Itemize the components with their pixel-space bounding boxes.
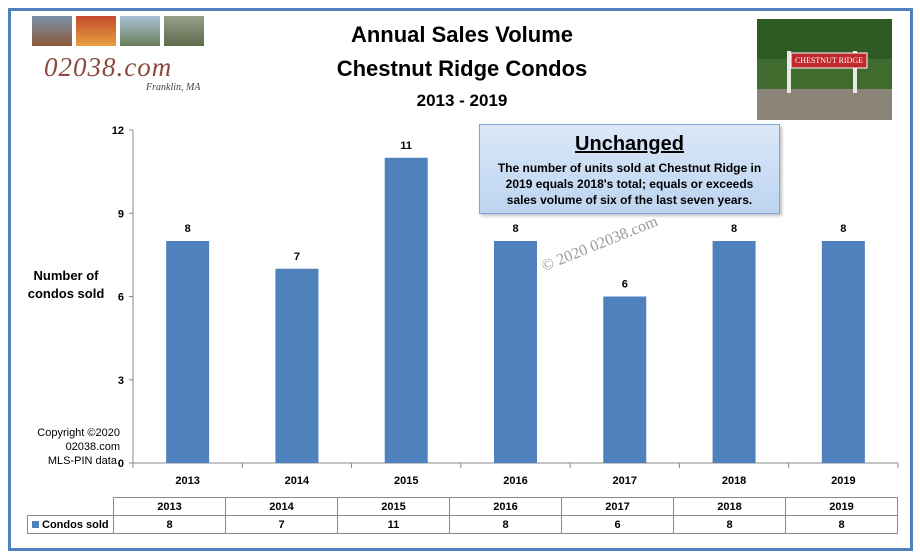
data-table-series-cell: Condos sold — [27, 515, 114, 534]
data-table-value-2017: 6 — [561, 515, 674, 534]
x-tick-label-2019: 2019 — [831, 475, 855, 487]
logo-photo-3 — [120, 16, 160, 46]
logo-photo-4 — [164, 16, 204, 46]
bar-2014 — [275, 268, 319, 463]
bar-2017 — [603, 296, 647, 463]
data-label-2016: 8 — [512, 223, 518, 235]
logo-photo-1 — [32, 16, 72, 46]
chart-subtitle: Chestnut Ridge Condos — [336, 56, 588, 81]
data-table-header-2019: 2019 — [785, 497, 898, 516]
y-tick-label: 9 — [118, 208, 124, 220]
data-label-2013: 8 — [185, 223, 191, 235]
x-tick-label-2014: 2014 — [285, 475, 310, 487]
legend-key — [32, 520, 39, 528]
data-table-header-2018: 2018 — [673, 497, 786, 516]
callout-title: Unchanged — [575, 133, 684, 155]
data-table-header-2013: 2013 — [113, 497, 226, 516]
data-table-value-2016: 8 — [449, 515, 562, 534]
data-table-value-2019: 8 — [785, 515, 898, 534]
y-axis-label: Number of condos sold — [27, 268, 105, 301]
data-table: 2013 2014 2015 2016 2017 2018 2019 Condos sold… — [27, 497, 898, 534]
data-table-value-2013: 8 — [113, 515, 226, 534]
chart-year-range: 2013 - 2019 — [416, 91, 508, 110]
bar-2015 — [384, 157, 428, 463]
data-table-value-2018: 8 — [673, 515, 786, 534]
copyright-line-3: MLS-PIN data. — [47, 455, 120, 467]
x-tick-label-2015: 2015 — [394, 475, 418, 487]
chart-title: Annual Sales Volume — [350, 22, 574, 47]
y-tick-label: 6 — [118, 292, 124, 304]
x-tick-label-2017: 2017 — [613, 475, 637, 487]
data-table-header-2014: 2014 — [225, 497, 338, 516]
data-label-2015: 11 — [400, 140, 412, 152]
data-table-header-2017: 2017 — [561, 497, 674, 516]
data-table-value-2015: 11 — [337, 515, 450, 534]
logo-photo-2 — [76, 16, 116, 46]
data-label-2017: 6 — [622, 279, 628, 291]
data-table-corner — [27, 497, 114, 516]
y-tick-label: 0 — [118, 458, 124, 470]
callout-body: The number of units sold at Chestnut Rid… — [497, 161, 762, 207]
logo-subtext: Franklin, MA — [146, 82, 201, 93]
condo-sign-photo: CHESTNUT RIDGE — [757, 19, 892, 120]
bar-2016 — [494, 241, 537, 463]
bar-2018 — [712, 241, 756, 463]
data-label-2018: 8 — [731, 223, 737, 235]
copyright-line-2: 02038.com — [65, 441, 120, 453]
data-label-2019: 8 — [840, 223, 846, 235]
y-tick-label: 12 — [112, 125, 124, 137]
x-tick-label-2016: 2016 — [503, 475, 527, 487]
bar-2013 — [166, 241, 210, 463]
logo-text: 02038.com — [44, 52, 173, 82]
data-table-header-2015: 2015 — [337, 497, 450, 516]
callout-box: Unchanged The number of units sold at Ch… — [479, 124, 780, 214]
data-table-value-2014: 7 — [225, 515, 338, 534]
x-tick-label-2018: 2018 — [722, 475, 746, 487]
bar-2019 — [821, 241, 865, 463]
y-tick-label: 3 — [118, 375, 124, 387]
data-table-series-name: Condos sold — [42, 518, 109, 531]
site-logo[interactable]: 02038.com Franklin, MA — [32, 16, 207, 96]
data-label-2014: 7 — [294, 251, 300, 263]
x-tick-label-2013: 2013 — [175, 475, 199, 487]
data-table-header-2016: 2016 — [449, 497, 562, 516]
copyright-line-1: Copyright ©2020 — [37, 427, 120, 439]
sign-text: CHESTNUT RIDGE — [795, 56, 863, 65]
copyright-note: Copyright ©2020 02038.com MLS-PIN data. — [16, 426, 120, 468]
